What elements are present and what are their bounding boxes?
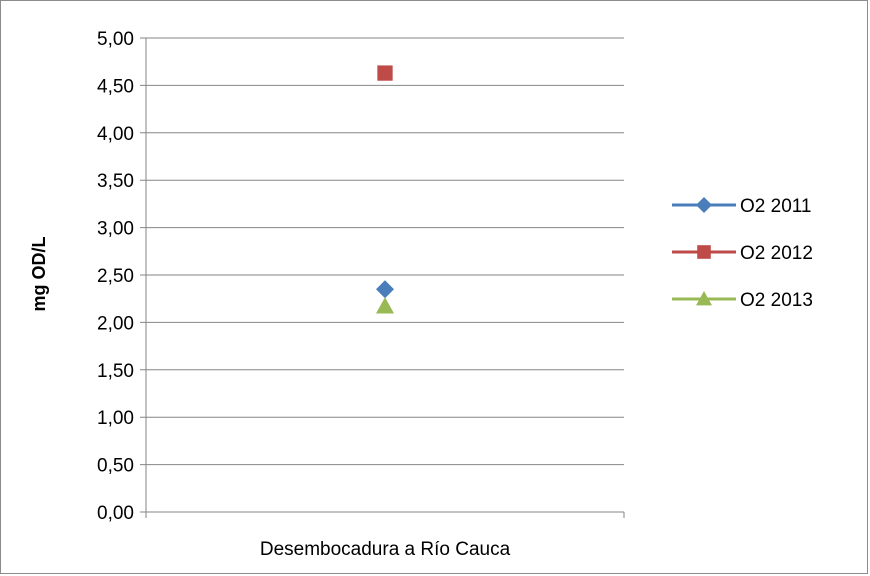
y-tick-label: 3,00: [97, 219, 134, 240]
data-point-o2-2013: [376, 297, 394, 314]
y-tick-label: 4,00: [97, 124, 134, 145]
y-axis-title: mg OD/L: [29, 236, 49, 311]
y-tick-labels: 0,00 0,50 1,00 1,50 2,00 2,50 3,00 3,50 4,00 4,50…: [97, 29, 134, 524]
y-tick-label: 0,00: [97, 503, 134, 524]
data-point-o2-2011: [376, 280, 394, 299]
y-tick-label: 4,50: [97, 76, 134, 97]
y-tick-label: 1,00: [97, 408, 134, 429]
legend-label: O2 2012: [740, 243, 813, 264]
legend-marker: [697, 245, 711, 259]
legend-label: O2 2011: [740, 196, 811, 217]
y-tick-label: 1,50: [97, 361, 134, 382]
legend-label: O2 2013: [740, 290, 813, 311]
y-tick-label: 2,50: [97, 266, 134, 287]
y-tick-label: 2,00: [97, 313, 134, 334]
y-tick-label: 3,50: [97, 171, 134, 192]
legend: O2 2011 O2 2012 O2 2013: [672, 196, 813, 311]
legend-marker: [696, 291, 712, 306]
legend-marker: [696, 197, 712, 213]
x-tick-label: Desembocadura a Río Cauca: [260, 539, 511, 560]
y-tick-label: 5,00: [97, 29, 134, 50]
gridlines: [140, 37, 624, 513]
data-markers: [376, 65, 394, 314]
data-point-o2-2012: [377, 65, 393, 81]
axes: [145, 38, 625, 518]
y-tick-label: 0,50: [97, 456, 134, 477]
x-tick-labels: Desembocadura a Río Cauca: [260, 539, 511, 560]
